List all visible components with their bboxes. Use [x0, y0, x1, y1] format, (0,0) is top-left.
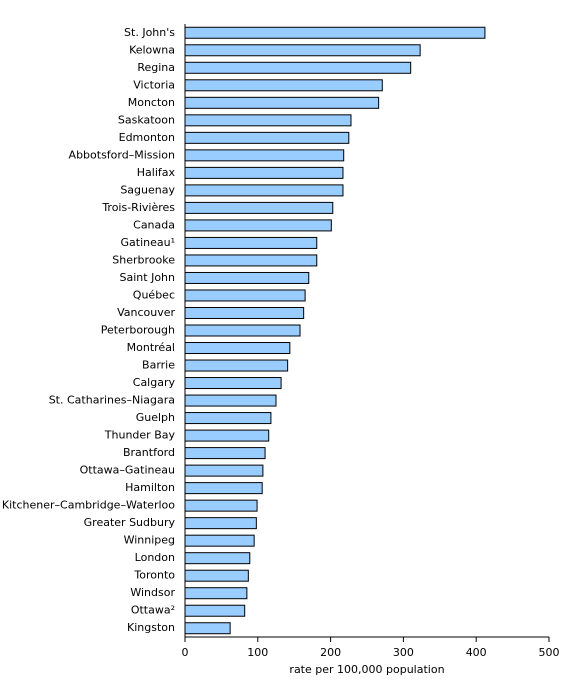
y-tick-label: Saguenay [120, 183, 175, 196]
y-tick-label: Hamilton [125, 481, 175, 494]
x-tick-label: 500 [539, 646, 560, 659]
bar [184, 149, 345, 162]
bar [184, 96, 380, 109]
y-tick-label: Kelowna [129, 43, 175, 56]
y-tick-label: Vancouver [117, 306, 175, 319]
y-tick-label: Halifax [137, 166, 176, 179]
bar [184, 569, 249, 582]
y-tick-label: Saskatoon [118, 113, 175, 126]
y-tick-label: Peterborough [101, 324, 175, 337]
bar [184, 534, 255, 547]
y-tick-label: St. Catharines–Niagara [49, 394, 175, 407]
y-tick-label: Ottawa–Gatineau [80, 464, 175, 477]
y-tick-label: Winnipeg [124, 534, 175, 547]
bar [184, 114, 352, 127]
bar [184, 394, 277, 407]
x-tick-label: 300 [393, 646, 414, 659]
y-tick-label: Moncton [128, 96, 175, 109]
y-tick-label: Brantford [123, 446, 175, 459]
bar [184, 254, 318, 267]
bar [184, 429, 270, 442]
bar [184, 166, 344, 179]
y-tick-label: Kitchener–Cambridge–Waterloo [2, 499, 175, 512]
y-tick-label: Canada [133, 218, 175, 231]
bar [184, 79, 383, 92]
bar [184, 61, 412, 74]
y-tick-label: Barrie [142, 359, 175, 372]
bar [184, 324, 301, 337]
bar [184, 271, 310, 284]
y-tick-label: Thunder Bay [104, 429, 176, 442]
bar [184, 552, 251, 565]
bar [184, 236, 318, 249]
y-tick-label: Regina [137, 61, 175, 74]
y-tick-label: Kingston [127, 621, 175, 634]
bar [184, 201, 334, 214]
bar [184, 26, 486, 39]
y-tick-label: Toronto [133, 569, 175, 582]
bar [184, 184, 344, 197]
bar [184, 499, 258, 512]
y-tick-label: Gatineau¹ [121, 236, 176, 249]
y-tick-label: Guelph [136, 411, 175, 424]
y-tick-label: St. John's [124, 26, 175, 39]
bar [184, 587, 248, 600]
bar [184, 289, 306, 302]
bar [184, 342, 291, 355]
y-tick-label: Sherbrooke [112, 253, 175, 266]
bar [184, 131, 350, 144]
bar [184, 219, 332, 232]
bar [184, 517, 257, 530]
y-tick-label: Montréal [127, 341, 175, 354]
bar [184, 447, 266, 460]
bar [184, 464, 264, 477]
bar [184, 377, 282, 390]
y-tick-label: Greater Sudbury [84, 516, 176, 529]
y-tick-label: Saint John [120, 271, 176, 284]
y-tick-label: Abbotsford–Mission [69, 148, 175, 161]
y-tick-label: Edmonton [119, 131, 175, 144]
y-tick-label: Ottawa² [131, 604, 175, 617]
bar [184, 359, 289, 372]
bar [184, 622, 231, 635]
bar [184, 482, 263, 495]
y-tick-label: Trois-Rivières [101, 201, 175, 214]
y-tick-label: London [135, 551, 175, 564]
x-tick-label: 200 [320, 646, 341, 659]
y-tick-label: Québec [133, 288, 175, 301]
x-tick-label: 400 [466, 646, 487, 659]
bar [184, 44, 421, 57]
bar [184, 412, 272, 425]
x-tick-label: 0 [182, 646, 189, 659]
y-tick-label: Windsor [130, 586, 175, 599]
x-tick-label: 100 [247, 646, 268, 659]
bar [184, 306, 305, 319]
x-axis-title: rate per 100,000 population [289, 663, 444, 676]
y-tick-label: Calgary [133, 376, 176, 389]
bar [184, 604, 246, 617]
y-tick-label: Victoria [133, 78, 175, 91]
